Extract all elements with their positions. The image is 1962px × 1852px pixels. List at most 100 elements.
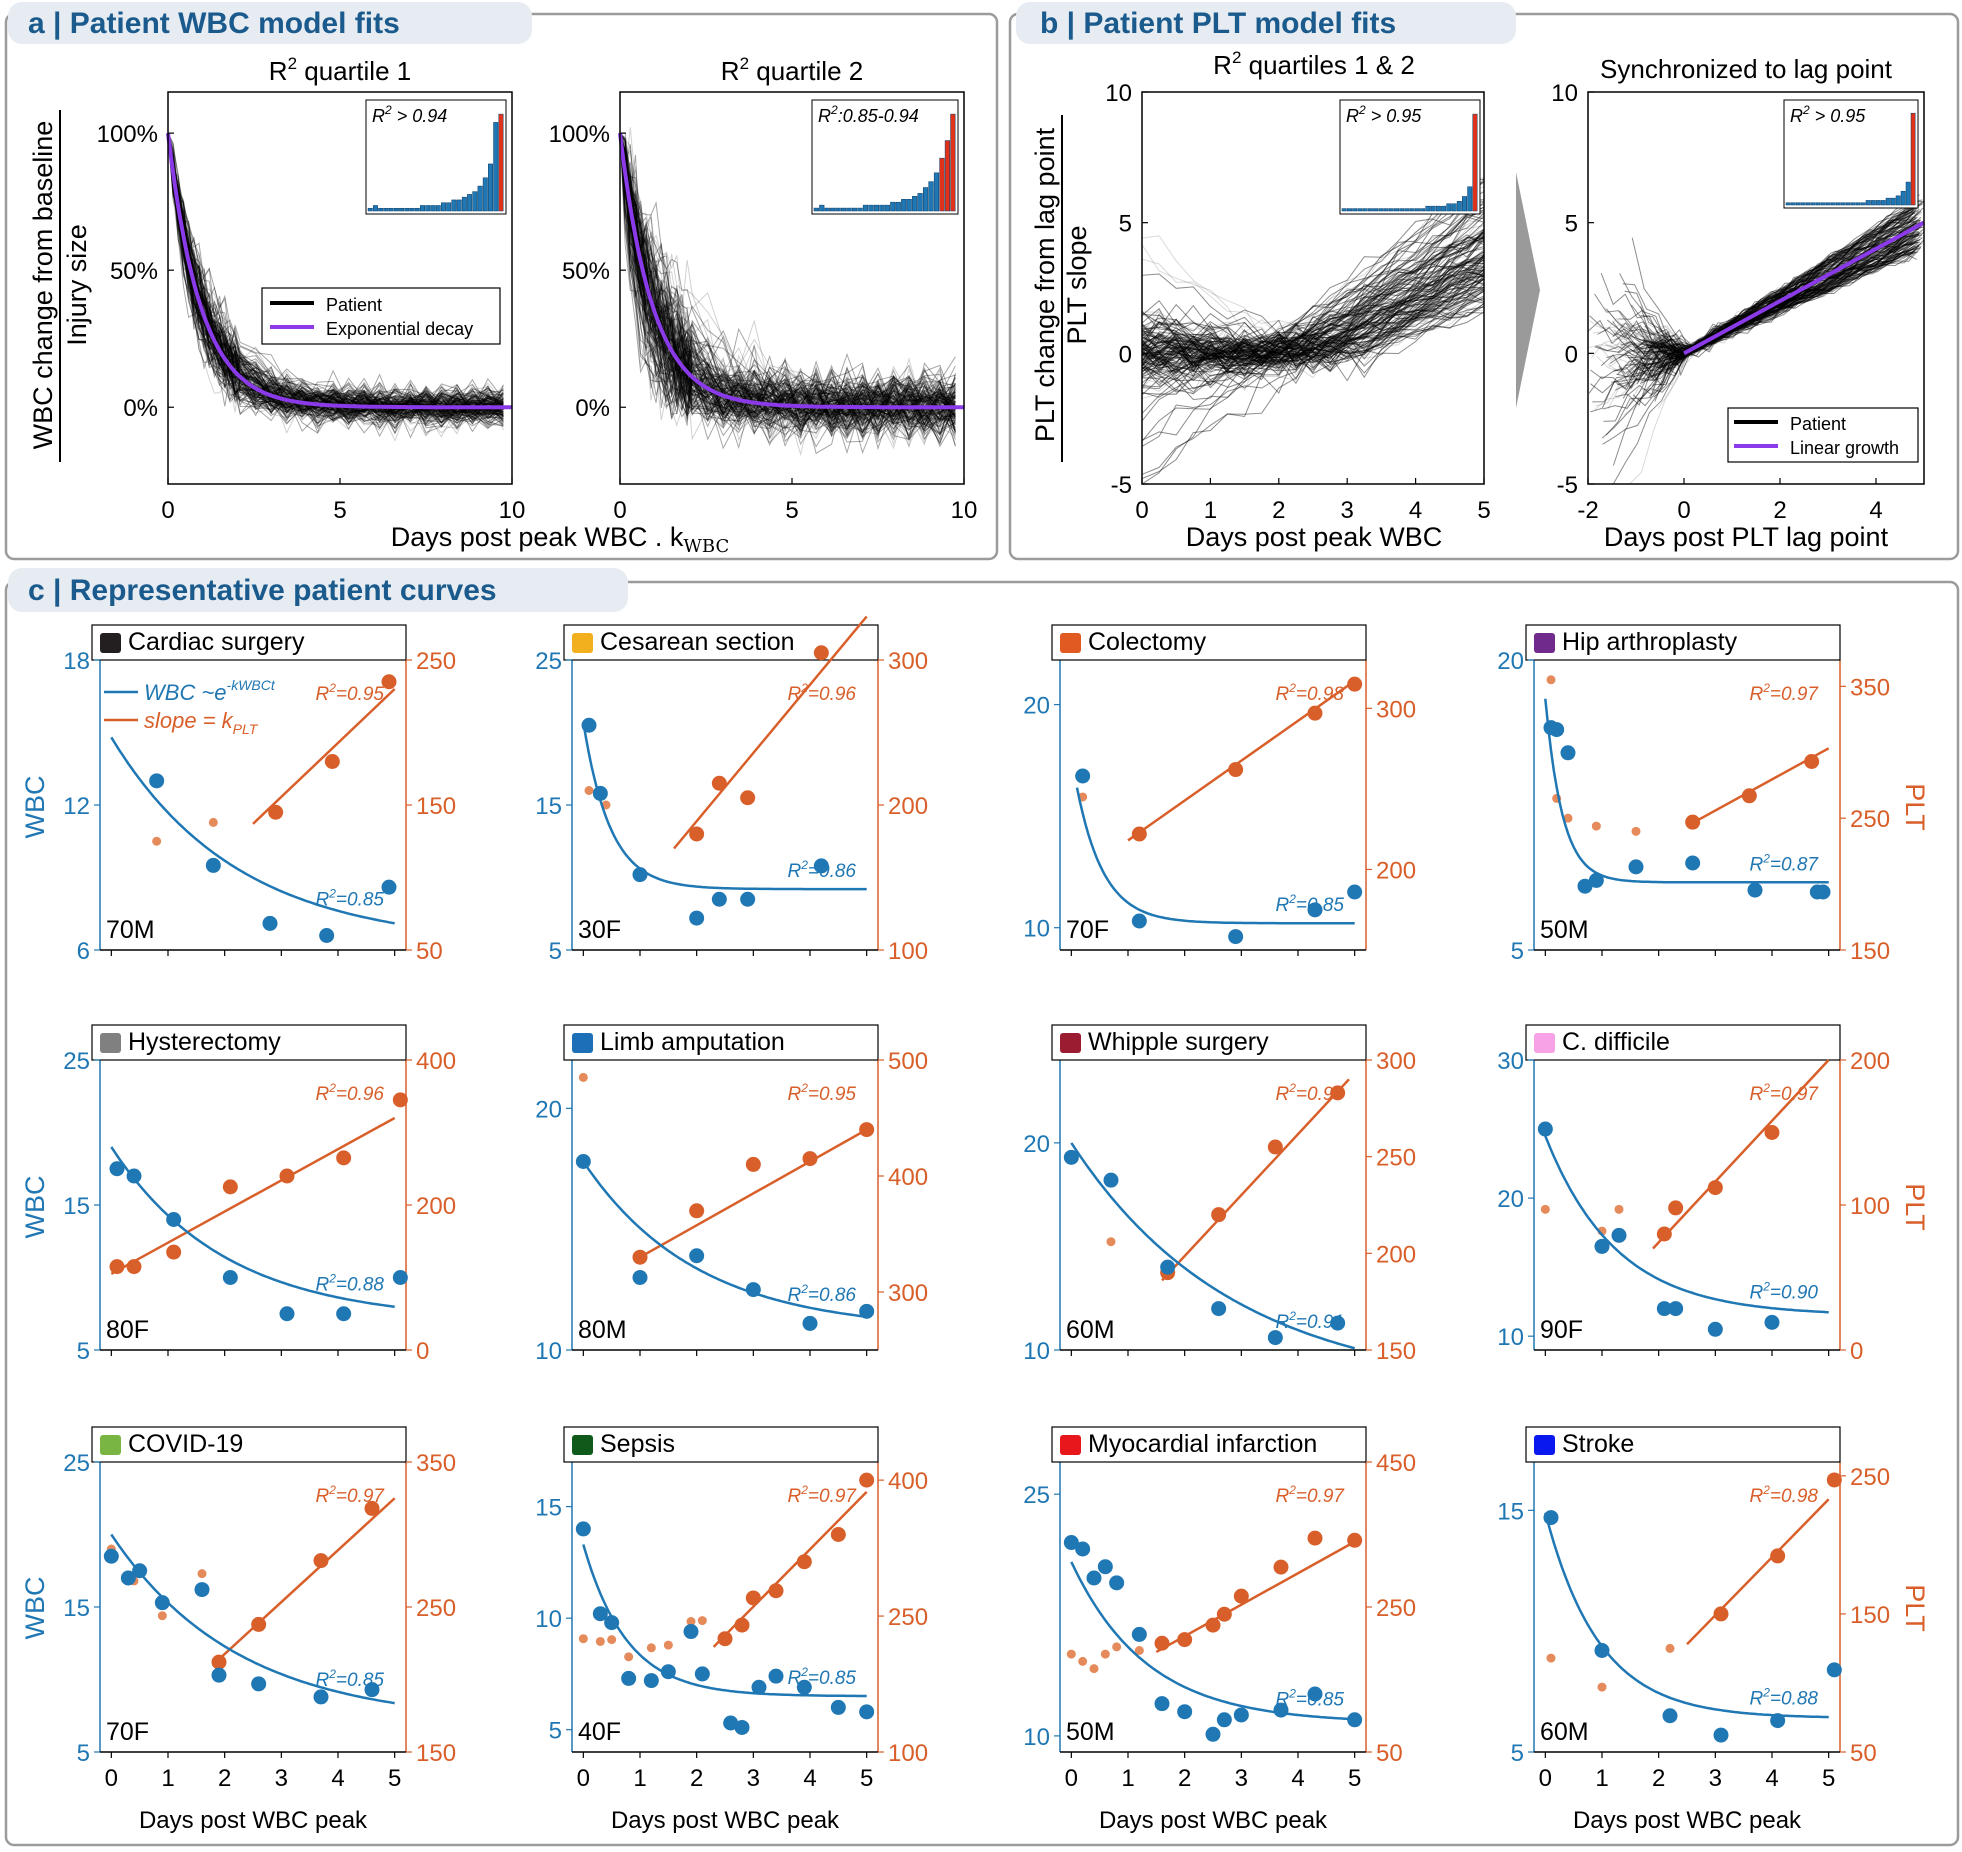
wbc-point <box>251 1676 267 1692</box>
x-tick-label: 2 <box>1178 1765 1191 1792</box>
patient-trace <box>1631 194 1920 354</box>
inset-bar <box>1467 186 1473 212</box>
inset-bar <box>383 207 389 212</box>
patient-trace <box>167 133 504 413</box>
patient-trace <box>1141 286 1485 369</box>
wbc-tick-label: 15 <box>63 1193 90 1220</box>
patient-trace <box>167 133 504 421</box>
wbc-point <box>575 1521 591 1537</box>
patient-trace <box>1141 255 1485 393</box>
inset-bar <box>435 205 441 212</box>
patient-trace <box>619 133 956 424</box>
x-tick-label: 3 <box>1341 497 1354 524</box>
patient-trace <box>1628 201 1918 380</box>
patient-trace <box>619 133 956 437</box>
patient-trace <box>619 133 956 422</box>
inset-bar <box>813 207 819 212</box>
plt-point <box>689 1203 705 1219</box>
wbc-point <box>103 1548 119 1564</box>
wbc-tick-label: 10 <box>1497 1324 1524 1351</box>
patient-trace <box>1657 199 1923 363</box>
patient-trace <box>167 132 504 423</box>
x-tick-label: 4 <box>331 1765 344 1792</box>
subplot-c-difficile: C. difficile 10 20 30 0 100 200 R2=0.97 R2=0.90 9… <box>1497 1024 1890 1365</box>
wbc-point <box>1103 1172 1119 1188</box>
patient-trace <box>1632 216 1922 407</box>
patient-trace <box>167 133 504 433</box>
x-tick-label: 5 <box>388 1765 401 1792</box>
plt-tick-label: 250 <box>1376 1145 1416 1172</box>
patient-trace <box>619 133 956 428</box>
patient-trace <box>1141 261 1485 390</box>
patient-traces-a2 <box>618 127 964 457</box>
patient-trace <box>1141 212 1485 377</box>
wbc-point <box>1063 1149 1079 1165</box>
patient-trace <box>1141 231 1485 378</box>
patient-trace <box>1641 222 1918 348</box>
wbc-fit-curve <box>1544 698 1829 884</box>
plt-r2-label: R2=0.95 <box>316 681 385 705</box>
wbc-tick-label: 5 <box>1511 938 1524 965</box>
plt-tick-label: 300 <box>888 1280 928 1307</box>
wbc-point <box>1770 1713 1786 1729</box>
patient-trace <box>619 133 956 440</box>
patient-trace <box>1141 278 1485 367</box>
wbc-tick-label: 18 <box>63 648 90 675</box>
inset-bar <box>928 181 934 212</box>
wbc-tick-label: 25 <box>535 648 562 675</box>
wbc-tick-label: 5 <box>549 1718 562 1745</box>
wbc-point <box>1131 913 1147 929</box>
y-tick-label: 0 <box>1565 341 1578 368</box>
patient-trace <box>1141 198 1485 387</box>
patient-trace <box>1141 249 1485 366</box>
patient-trace <box>619 132 956 429</box>
x-tick-label: 4 <box>1765 1765 1778 1792</box>
patient-trace <box>619 133 956 431</box>
patient-trace <box>619 132 956 440</box>
wbc-point <box>592 1606 608 1622</box>
patient-trace <box>619 133 956 439</box>
plt-fit-line <box>639 1128 868 1259</box>
plt-point-unfitted <box>1614 1204 1624 1214</box>
patient-trace <box>1644 239 1921 367</box>
inset-bar <box>367 207 373 212</box>
wbc-tick-label: 20 <box>535 1096 562 1123</box>
plt-point-unfitted <box>1665 1643 1675 1653</box>
plt-tick-label: 350 <box>1850 674 1890 701</box>
wbc-point <box>1347 884 1363 900</box>
x-tick-label: 2 <box>1773 497 1786 524</box>
inset-bar <box>1446 203 1452 212</box>
wbc-r2-label: R2=0.88 <box>316 1272 385 1296</box>
patient-demographic: 60M <box>1066 1316 1115 1344</box>
inset-bar <box>1362 208 1368 212</box>
patient-trace <box>619 133 956 435</box>
inset-bar <box>906 199 912 212</box>
patient-trace <box>1141 222 1485 362</box>
patient-trace <box>1659 201 1925 355</box>
patient-trace <box>1597 246 1922 360</box>
patient-trace <box>167 133 504 416</box>
patient-trace <box>167 133 504 417</box>
x-tick-label: 4 <box>1409 497 1422 524</box>
patient-trace <box>1141 254 1485 395</box>
patient-trace <box>619 132 956 448</box>
wbc-tick-label: 6 <box>77 938 90 965</box>
patient-trace <box>167 133 504 424</box>
inset-bar <box>830 207 836 212</box>
patient-trace <box>1642 201 1920 345</box>
patient-trace <box>1141 268 1485 380</box>
x-tick-label: 0 <box>1677 497 1690 524</box>
patient-trace <box>619 133 956 437</box>
patient-trace <box>1141 228 1485 356</box>
patient-trace <box>619 133 956 438</box>
ylabel-a-bottom: Injury size <box>62 224 92 346</box>
y-tick-label: 50% <box>110 258 158 285</box>
patient-trace <box>1614 205 1916 355</box>
inset-bar <box>1388 208 1394 212</box>
inset-bar <box>1905 181 1911 206</box>
plt-tick-label: 300 <box>1376 1048 1416 1075</box>
subplot-title-text: Colectomy <box>1088 628 1207 656</box>
plt-point-unfitted <box>1631 826 1641 836</box>
plt-point <box>1205 1617 1221 1633</box>
patient-demographic: 50M <box>1540 916 1589 944</box>
